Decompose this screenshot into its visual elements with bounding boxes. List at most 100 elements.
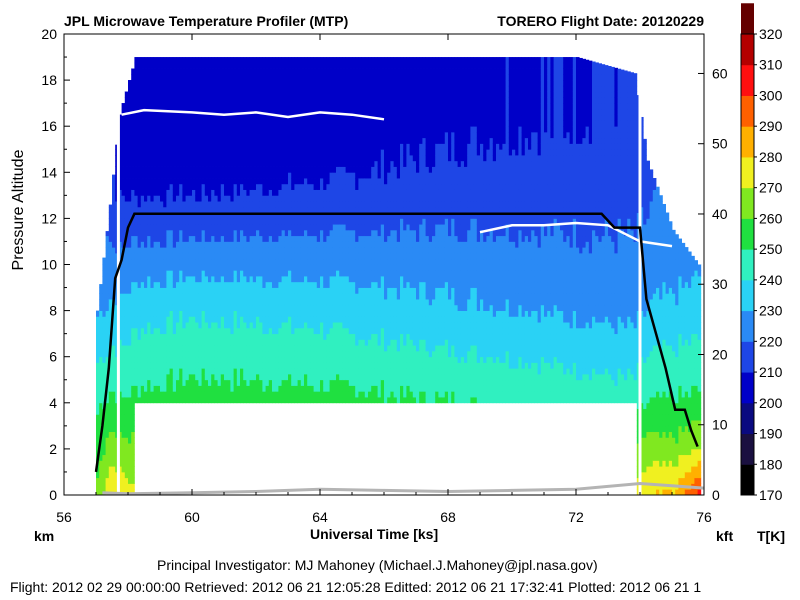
heat-cell (345, 356, 350, 363)
heat-cell (112, 356, 116, 363)
heat-cell (336, 241, 340, 248)
heat-cell (208, 212, 212, 219)
heat-cell (313, 247, 318, 254)
heat-cell (182, 91, 186, 98)
heat-cell (310, 103, 314, 110)
heat-cell (339, 178, 343, 185)
heat-cell (169, 120, 174, 127)
heat-cell (310, 189, 314, 196)
heat-cell (144, 57, 148, 64)
heat-cell (112, 391, 116, 398)
heat-cell (185, 218, 190, 225)
heat-cell (358, 293, 362, 300)
heat-cell (121, 443, 126, 450)
heat-cell (326, 68, 330, 75)
heat-cell (172, 397, 177, 404)
heat-cell (304, 281, 308, 288)
heat-cell (355, 281, 359, 288)
heat-cell (192, 397, 196, 404)
heat-cell (259, 391, 263, 398)
heat-cell (198, 368, 202, 375)
heat-cell (195, 281, 199, 288)
heat-cell (182, 373, 186, 381)
heat-cell (192, 276, 196, 283)
heat-cell (275, 247, 279, 254)
heat-cell (166, 391, 170, 398)
heat-cell (240, 97, 244, 104)
heat-cell (214, 149, 218, 156)
heat-cell (265, 299, 270, 306)
heat-cell (300, 293, 305, 300)
heat-cell (361, 155, 366, 162)
heat-cell (323, 350, 327, 358)
heat-cell (96, 345, 100, 352)
heat-cell (243, 241, 247, 248)
heat-cell (246, 74, 250, 81)
heat-cell (236, 310, 241, 317)
heat-cell (124, 425, 129, 433)
heat-cell (124, 437, 129, 444)
heat-cell (259, 218, 263, 225)
heat-cell (320, 189, 324, 196)
heat-cell (201, 276, 206, 283)
heat-cell (217, 379, 222, 386)
heat-cell (96, 408, 100, 415)
heat-cell (352, 293, 356, 300)
heat-cell (310, 322, 314, 329)
heat-cell (112, 333, 116, 340)
heat-cell (342, 137, 346, 144)
heat-cell (326, 304, 330, 311)
heat-cell (153, 327, 158, 335)
heat-cell (230, 201, 234, 208)
heat-cell (240, 80, 244, 87)
heat-cell (233, 172, 238, 179)
heat-cell (163, 189, 167, 196)
heat-cell (265, 97, 270, 104)
heat-cell (214, 368, 218, 375)
heat-cell (278, 258, 282, 265)
heat-cell (227, 62, 231, 69)
heat-cell (294, 327, 298, 335)
heat-cell (256, 126, 260, 133)
heat-cell (182, 299, 186, 306)
heat-cell (134, 206, 138, 214)
heat-cell (121, 183, 126, 190)
heat-cell (172, 80, 177, 87)
heat-cell (265, 114, 270, 121)
heat-cell (118, 201, 122, 208)
heat-cell (217, 108, 222, 116)
heat-cell (278, 114, 282, 121)
heat-cell (281, 166, 286, 173)
heat-cell (227, 195, 231, 202)
heat-cell (153, 137, 158, 144)
heat-cell (252, 241, 257, 248)
heat-cell (105, 402, 110, 409)
heat-cell (262, 183, 266, 190)
heat-cell (316, 166, 321, 173)
heat-cell (224, 212, 228, 219)
heat-cell (195, 189, 199, 196)
heat-cell (208, 350, 212, 358)
heat-cell (224, 304, 228, 311)
heat-cell (105, 454, 110, 461)
heat-cell (144, 80, 148, 87)
heat-cell (227, 68, 231, 75)
heat-cell (150, 235, 154, 242)
heat-cell (96, 339, 100, 346)
heat-cell (227, 276, 231, 283)
heat-cell (332, 178, 337, 185)
heat-cell (156, 201, 161, 208)
heat-cell (163, 149, 167, 156)
heat-cell (329, 155, 334, 162)
heat-cell (227, 385, 231, 392)
heat-cell (121, 460, 126, 467)
heat-cell (128, 397, 132, 404)
heat-cell (284, 74, 289, 81)
heat-cell (160, 287, 164, 294)
heat-cell (128, 91, 132, 98)
heat-cell (246, 235, 250, 242)
heat-cell (128, 391, 132, 398)
heat-cell (176, 316, 180, 323)
heat-cell (323, 195, 327, 202)
heat-cell (195, 333, 199, 340)
